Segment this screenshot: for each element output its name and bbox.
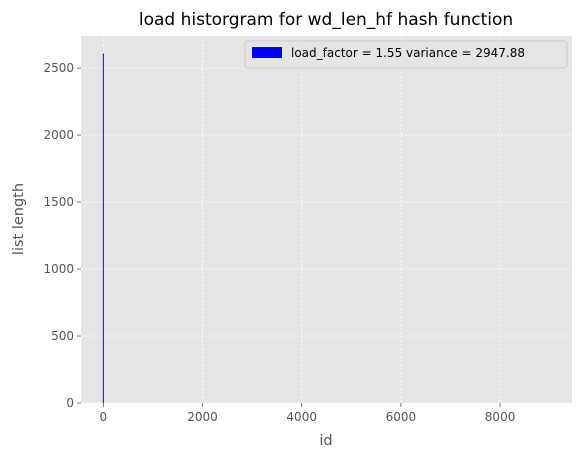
x-tick-label: 4000 [286, 410, 317, 424]
x-tick-label: 6000 [386, 410, 417, 424]
x-tick-label: 0 [99, 410, 107, 424]
y-axis-ticks: 0 500 1000 1500 2000 2500 [43, 61, 81, 410]
legend-box [244, 40, 568, 69]
x-tick-label: 2000 [187, 410, 218, 424]
x-axis-ticks: 0 2000 4000 6000 8000 [99, 403, 515, 424]
bar [102, 53, 104, 403]
y-tick-label: 500 [51, 329, 74, 343]
y-tick-label: 2500 [43, 61, 74, 75]
bars [102, 53, 104, 403]
chart-title: load historgram for wd_len_hf hash funct… [139, 10, 513, 30]
legend: load_factor = 1.55 variance = 2947.88 [244, 40, 568, 69]
y-axis-label: list length [11, 183, 27, 255]
legend-swatch [252, 47, 282, 58]
x-axis-label: id [319, 433, 332, 449]
y-tick-label: 0 [66, 396, 74, 410]
y-tick-label: 1500 [43, 195, 74, 209]
y-tick-label: 1000 [43, 262, 74, 276]
grid [81, 36, 572, 404]
legend-entry-label: load_factor = 1.55 variance = 2947.88 [291, 46, 525, 60]
plot-area [81, 36, 572, 403]
y-tick-label: 2000 [43, 128, 74, 142]
x-tick-label: 8000 [485, 410, 516, 424]
